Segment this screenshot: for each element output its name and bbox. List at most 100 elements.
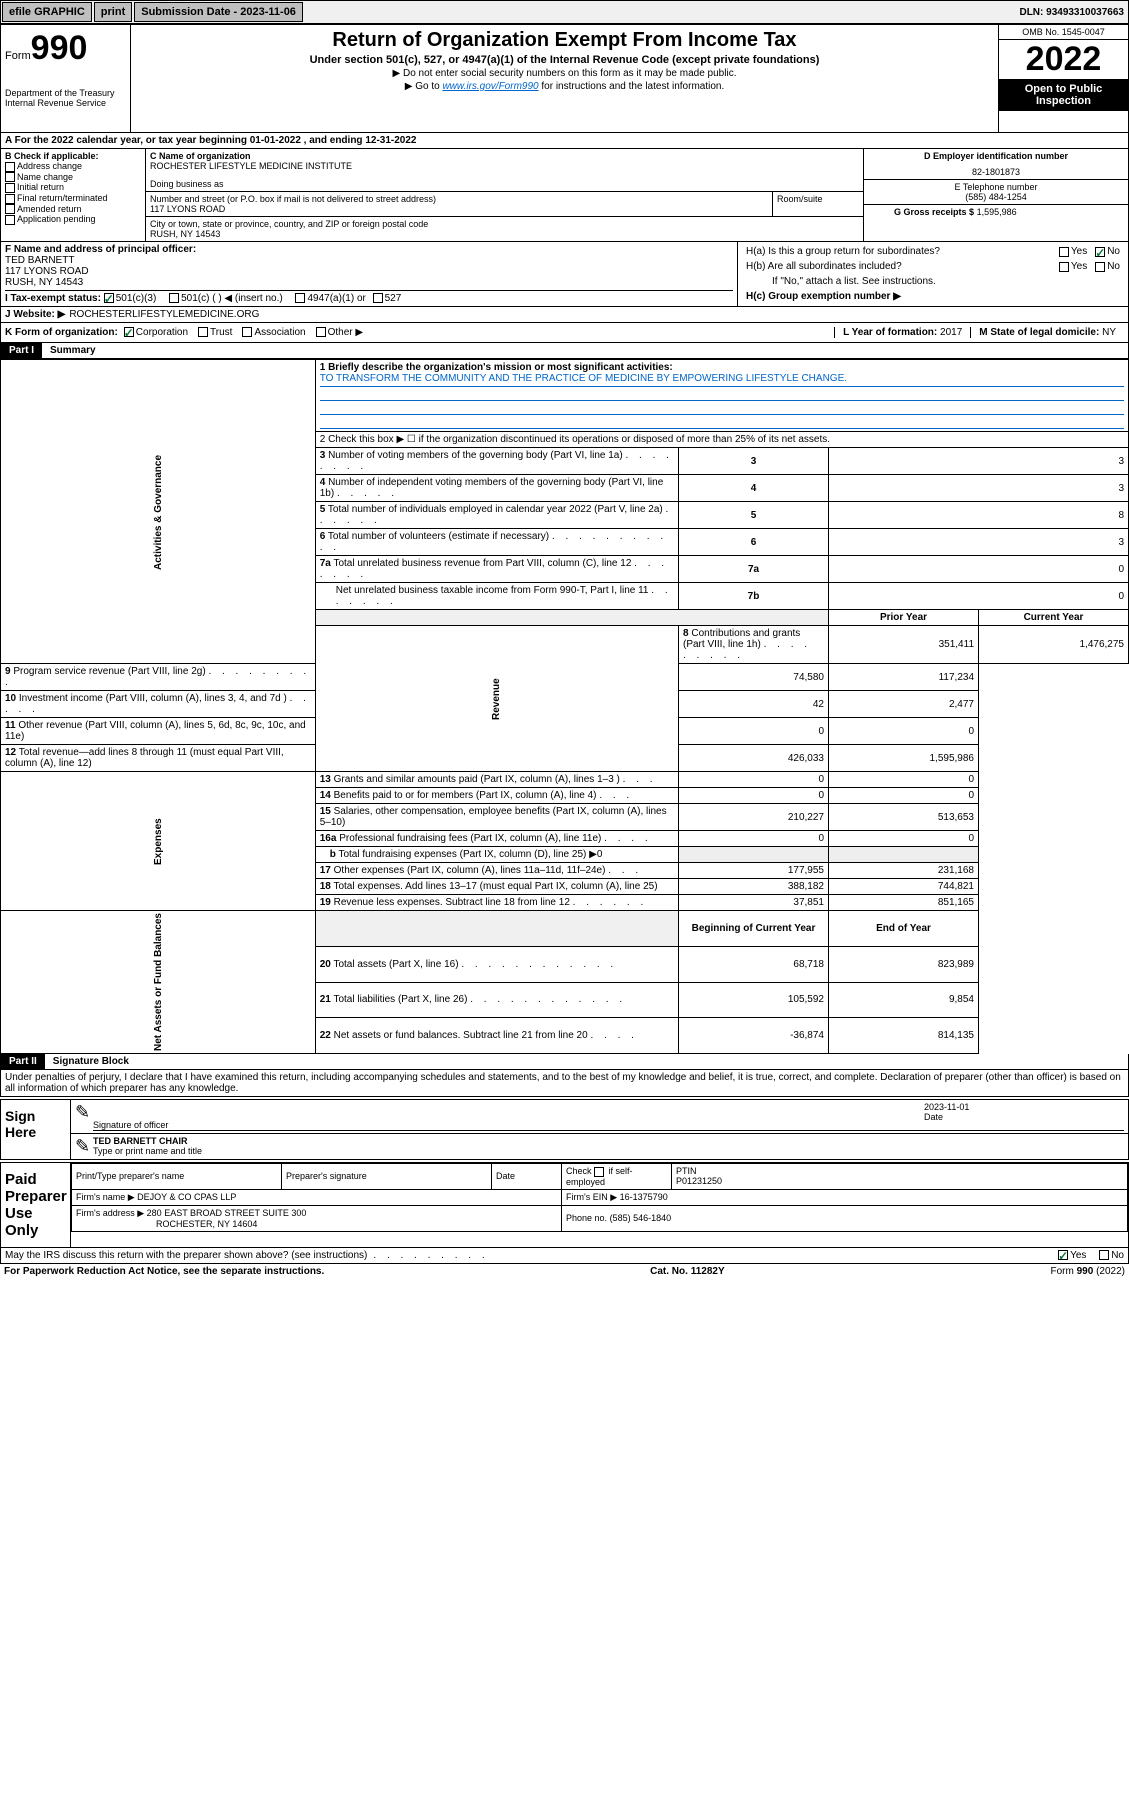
revenue-label: Revenue xyxy=(315,626,678,772)
part1-header: Part ISummary xyxy=(0,343,1129,359)
cb-address-change[interactable]: Address change xyxy=(5,161,141,172)
form-number: 990 xyxy=(31,29,88,67)
hc-label: H(c) Group exemption number ▶ xyxy=(742,289,1124,304)
city: RUSH, NY 14543 xyxy=(150,229,859,239)
j-label: J Website: ▶ xyxy=(5,309,65,320)
firm-addr1: 280 EAST BROAD STREET SUITE 300 xyxy=(147,1208,307,1218)
pen-icon-2: ✎ xyxy=(75,1136,93,1157)
form-header: Form990 Department of the Treasury Inter… xyxy=(0,24,1129,133)
website: ROCHESTERLIFESTYLEMEDICINE.ORG xyxy=(69,309,259,320)
sign-here-label: Sign Here xyxy=(1,1100,71,1159)
note-2: ▶ Go to www.irs.gov/Form990 for instruct… xyxy=(135,81,994,92)
officer-name: TED BARNETT xyxy=(5,255,733,266)
gross-receipts: 1,595,986 xyxy=(977,207,1017,217)
k-label: K Form of organization: xyxy=(5,327,118,338)
submission-date: Submission Date - 2023-11-06 xyxy=(134,2,303,22)
cb-final-return[interactable]: Final return/terminated xyxy=(5,193,141,204)
cb-corporation[interactable] xyxy=(124,327,134,337)
hb-no[interactable] xyxy=(1095,262,1105,272)
cb-application-pending[interactable]: Application pending xyxy=(5,214,141,225)
c-name-label: C Name of organization xyxy=(150,151,859,161)
street-label: Number and street (or P.O. box if mail i… xyxy=(150,194,768,204)
irs-link[interactable]: www.irs.gov/Form990 xyxy=(442,81,538,92)
hb-note: If "No," attach a list. See instructions… xyxy=(742,274,1124,289)
row-k-l-m: K Form of organization: Corporation Trus… xyxy=(0,323,1129,343)
cb-association[interactable] xyxy=(242,327,252,337)
cb-other[interactable] xyxy=(316,327,326,337)
open-public-badge: Open to Public Inspection xyxy=(999,79,1128,111)
officer-sig-name: TED BARNETT CHAIR xyxy=(93,1136,1116,1146)
pen-icon: ✎ xyxy=(75,1102,93,1131)
hb-yes[interactable] xyxy=(1059,262,1069,272)
cb-name-change[interactable]: Name change xyxy=(5,172,141,183)
dln: DLN: 93493310037663 xyxy=(1019,7,1128,18)
line6-val: 3 xyxy=(829,529,1129,556)
section-f-h: F Name and address of principal officer:… xyxy=(0,242,1129,307)
officer-city: RUSH, NY 14543 xyxy=(5,277,733,288)
cb-501c[interactable] xyxy=(169,293,179,303)
print-button[interactable]: print xyxy=(94,2,132,22)
hb-label: H(b) Are all subordinates included? xyxy=(746,261,1059,272)
expenses-label: Expenses xyxy=(1,772,316,911)
mission-text: TO TRANSFORM THE COMMUNITY AND THE PRACT… xyxy=(320,373,1124,387)
page-footer: For Paperwork Reduction Act Notice, see … xyxy=(0,1264,1129,1279)
department: Department of the Treasury Internal Reve… xyxy=(5,88,126,108)
firm-ein: 16-1375790 xyxy=(620,1192,668,1202)
netassets-label: Net Assets or Fund Balances xyxy=(1,911,316,1054)
governance-label: Activities & Governance xyxy=(1,360,316,664)
dba-label: Doing business as xyxy=(150,179,859,189)
discuss-yes[interactable] xyxy=(1058,1250,1068,1260)
ha-yes[interactable] xyxy=(1059,247,1069,257)
sign-here-block: Sign Here ✎ Signature of officer 2023-11… xyxy=(0,1099,1129,1160)
g-gross-label: G Gross receipts $ xyxy=(894,207,974,217)
may-discuss-row: May the IRS discuss this return with the… xyxy=(0,1248,1129,1264)
paid-preparer-label: Paid Preparer Use Only xyxy=(1,1163,71,1247)
ha-no[interactable] xyxy=(1095,247,1105,257)
phone-value: (585) 484-1254 xyxy=(868,192,1124,202)
f-label: F Name and address of principal officer: xyxy=(5,244,733,255)
section-b-to-g: B Check if applicable: Address change Na… xyxy=(0,149,1129,242)
b-heading: B Check if applicable: xyxy=(5,151,141,161)
mission-q: 1 Briefly describe the organization's mi… xyxy=(320,362,1124,373)
perjury-text: Under penalties of perjury, I declare th… xyxy=(0,1070,1129,1097)
line7a-val: 0 xyxy=(829,556,1129,583)
firm-phone: (585) 546-1840 xyxy=(610,1213,672,1223)
row-a-tax-year: A For the 2022 calendar year, or tax yea… xyxy=(0,133,1129,149)
ha-label: H(a) Is this a group return for subordin… xyxy=(746,246,1059,257)
discuss-no[interactable] xyxy=(1099,1250,1109,1260)
cb-trust[interactable] xyxy=(198,327,208,337)
form-word: Form xyxy=(5,50,31,62)
firm-name: DEJOY & CO CPAS LLP xyxy=(137,1192,236,1202)
firm-addr2: ROCHESTER, NY 14604 xyxy=(156,1219,257,1229)
line7b-val: 0 xyxy=(829,583,1129,610)
note-1: ▶ Do not enter social security numbers o… xyxy=(135,68,994,79)
efile-button[interactable]: efile GRAPHIC xyxy=(2,2,92,22)
ptin: P01231250 xyxy=(676,1176,1123,1186)
form-subtitle: Under section 501(c), 527, or 4947(a)(1)… xyxy=(135,54,994,66)
e-phone-label: E Telephone number xyxy=(868,182,1124,192)
tax-year: 2022 xyxy=(999,40,1128,79)
part2-header: Part IISignature Block xyxy=(0,1054,1129,1070)
officer-street: 117 LYONS ROAD xyxy=(5,266,733,277)
cb-4947[interactable] xyxy=(295,293,305,303)
line5-val: 8 xyxy=(829,502,1129,529)
i-label: I Tax-exempt status: xyxy=(5,293,101,304)
cb-initial-return[interactable]: Initial return xyxy=(5,182,141,193)
topbar: efile GRAPHIC print Submission Date - 20… xyxy=(0,0,1129,24)
paid-preparer-block: Paid Preparer Use Only Print/Type prepar… xyxy=(0,1162,1129,1248)
cb-self-employed[interactable] xyxy=(594,1167,604,1177)
row-j: J Website: ▶ ROCHESTERLIFESTYLEMEDICINE.… xyxy=(0,307,1129,323)
form-title: Return of Organization Exempt From Incom… xyxy=(135,29,994,52)
city-label: City or town, state or province, country… xyxy=(150,219,859,229)
cb-amended-return[interactable]: Amended return xyxy=(5,204,141,215)
ein-value: 82-1801873 xyxy=(868,167,1124,177)
org-name: ROCHESTER LIFESTYLE MEDICINE INSTITUTE xyxy=(150,161,859,171)
state-domicile: NY xyxy=(1102,327,1116,338)
cb-527[interactable] xyxy=(373,293,383,303)
line-2: 2 Check this box ▶ ☐ if the organization… xyxy=(315,432,1128,448)
cb-501c3[interactable] xyxy=(104,293,114,303)
line4-val: 3 xyxy=(829,475,1129,502)
line3-val: 3 xyxy=(829,448,1129,475)
omb-number: OMB No. 1545-0047 xyxy=(999,25,1128,40)
room-suite-label: Room/suite xyxy=(773,192,863,216)
